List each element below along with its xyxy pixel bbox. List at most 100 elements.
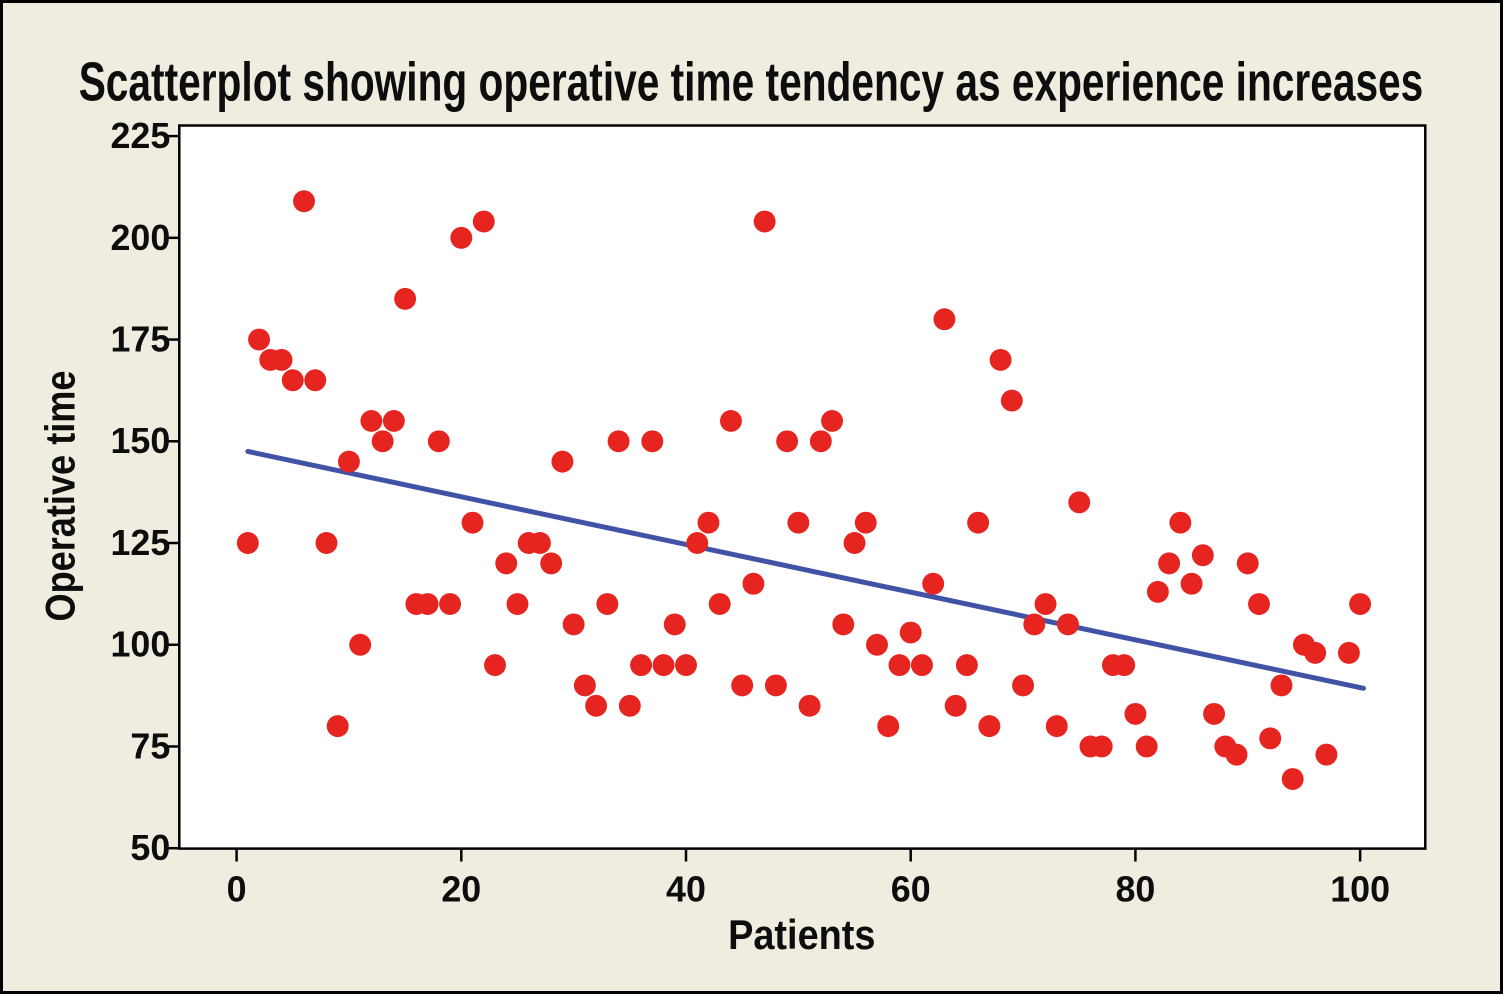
data-point [293, 190, 315, 213]
trend-line [245, 448, 1366, 691]
data-point [899, 621, 922, 644]
data-point [1068, 491, 1091, 514]
data-point [967, 511, 990, 534]
data-point [382, 409, 405, 432]
data-point [641, 430, 664, 453]
data-point [281, 369, 304, 392]
y-tick-label: 125 [111, 523, 171, 563]
data-point [427, 430, 450, 453]
data-point [787, 511, 810, 534]
y-tick-label: 200 [111, 218, 171, 258]
chart-title: Scatterplot showing operative time tende… [79, 51, 1424, 113]
data-point [1158, 552, 1181, 575]
data-point [349, 633, 372, 656]
data-point [326, 715, 349, 738]
data-point [944, 694, 967, 717]
scatter-series [236, 190, 1372, 790]
data-point [1135, 735, 1158, 758]
data-point [337, 450, 360, 473]
data-point [753, 210, 776, 233]
data-point [843, 532, 866, 554]
data-point [1236, 552, 1259, 575]
data-point [764, 674, 787, 697]
data-point [1012, 674, 1035, 697]
data-point [832, 613, 855, 636]
data-point [1225, 743, 1248, 766]
data-point [1169, 511, 1192, 534]
data-point [776, 430, 799, 453]
data-point [315, 532, 338, 554]
data-point [371, 430, 394, 453]
y-tick-label: 50 [130, 828, 170, 868]
data-point [877, 715, 900, 738]
data-point [236, 532, 259, 554]
y-axis-ticks: 50 75 100 125 150 175 200 225 [111, 116, 180, 868]
data-point [1000, 389, 1023, 412]
data-point [1113, 654, 1136, 677]
data-point [1057, 613, 1079, 636]
data-point [978, 715, 1001, 738]
y-tick-label: 100 [111, 625, 171, 665]
data-point [270, 348, 293, 371]
data-point [888, 654, 911, 677]
data-point [798, 694, 821, 717]
data-point [630, 654, 653, 677]
x-axis-ticks: 0 20 40 60 80 100 [227, 848, 1390, 909]
data-point [708, 593, 731, 616]
y-tick-label: 175 [111, 320, 171, 360]
data-point [809, 430, 832, 453]
x-tick-label: 100 [1330, 869, 1390, 909]
plot-area [178, 124, 1427, 850]
data-point [1124, 702, 1147, 725]
data-point [416, 593, 439, 616]
data-point [910, 654, 933, 677]
data-point [1270, 674, 1293, 697]
x-tick-label: 60 [891, 869, 931, 909]
data-point [1203, 702, 1226, 725]
data-point [675, 654, 697, 677]
data-point [596, 593, 619, 616]
data-point [1191, 544, 1214, 567]
data-point [1259, 727, 1282, 750]
data-point [607, 430, 630, 453]
data-point [1349, 593, 1372, 616]
data-point [922, 572, 945, 595]
y-tick-label: 225 [111, 116, 171, 156]
y-tick-label: 75 [130, 726, 170, 766]
x-axis-label: Patients [728, 911, 875, 958]
data-point [495, 552, 518, 575]
chart-canvas: 50 75 100 125 150 175 200 225 0 20 40 60 80 100 Scat… [37, 51, 1427, 958]
data-point [1045, 715, 1068, 738]
data-point [528, 532, 551, 554]
y-tick-label: 150 [111, 421, 171, 461]
data-point [1146, 580, 1169, 603]
data-point [1315, 743, 1338, 766]
data-point [1023, 613, 1046, 636]
data-point [585, 694, 608, 717]
data-point [540, 552, 563, 575]
data-point [686, 532, 709, 554]
data-point [742, 572, 765, 595]
x-tick-label: 20 [441, 869, 481, 909]
data-point [472, 210, 495, 233]
x-tick-label: 0 [227, 869, 247, 909]
data-point [360, 409, 383, 432]
data-point [821, 409, 844, 432]
data-point [618, 694, 641, 717]
data-point [1090, 735, 1113, 758]
data-point [461, 511, 484, 534]
data-point [663, 613, 686, 636]
data-point [1180, 572, 1203, 595]
data-point [731, 674, 754, 697]
data-point [551, 450, 574, 473]
data-point [1248, 593, 1270, 616]
data-point [854, 511, 877, 534]
data-point [866, 633, 888, 656]
data-point [506, 593, 529, 616]
data-point [1034, 593, 1057, 616]
data-point [933, 308, 956, 331]
data-point [989, 348, 1012, 371]
y-axis-label: Operative time [37, 371, 84, 622]
data-point [1281, 768, 1304, 790]
